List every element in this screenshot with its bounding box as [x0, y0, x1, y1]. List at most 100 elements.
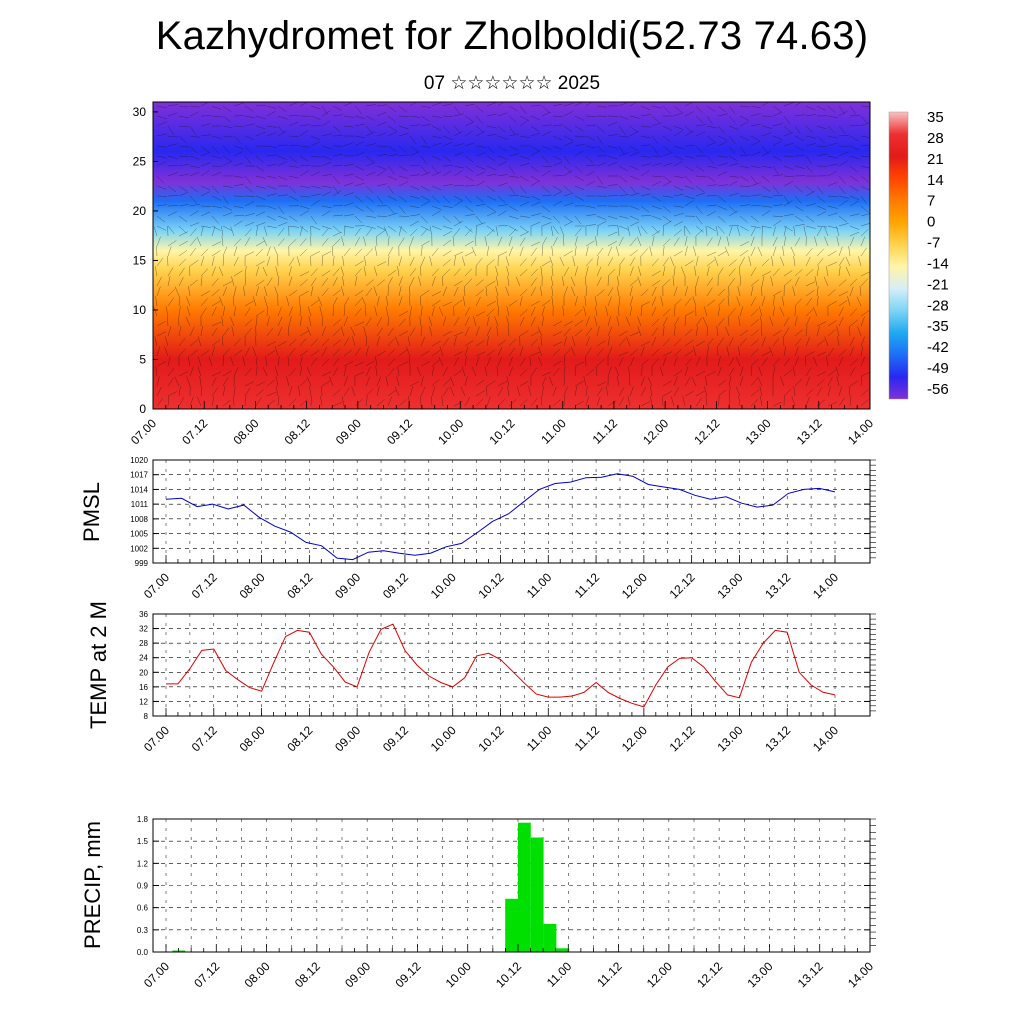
- wind-barb: [299, 248, 308, 257]
- wind-barb: [761, 271, 771, 277]
- wind-barb: [486, 396, 491, 407]
- wind-barb: [717, 236, 722, 247]
- wind-barb: [530, 257, 537, 267]
- wind-barb: [629, 296, 634, 307]
- wind-barb: [761, 351, 771, 357]
- wind-barb: [222, 185, 233, 188]
- wind-barb: [321, 120, 331, 127]
- wind-barb: [288, 316, 292, 327]
- wind-barb: [717, 195, 726, 203]
- wind-barb: [409, 145, 419, 152]
- y-tick-label: 0.3: [137, 926, 149, 935]
- wind-barb: [563, 375, 565, 387]
- wind-barb: [418, 276, 422, 287]
- wind-barb: [805, 396, 810, 407]
- x-tick-label: 12.00: [619, 570, 650, 601]
- wind-barb: [683, 225, 686, 237]
- pmsl-x-axis: 07.00 07.12 08.00 08.12 09.00 09.12 10.00 10.12…: [141, 555, 841, 601]
- wind-barb: [617, 276, 620, 287]
- wind-barb: [277, 215, 288, 220]
- x-tick-label: 09.00: [333, 416, 364, 447]
- wind-barb: [530, 306, 536, 317]
- wind-barb: [233, 135, 241, 144]
- wind-barb: [211, 321, 222, 327]
- wind-barb: [178, 276, 184, 287]
- wind-barb: [717, 366, 722, 377]
- wind-barb: [156, 245, 158, 257]
- wind-barb: [739, 215, 748, 223]
- wind-barb: [464, 278, 473, 287]
- wind-barb: [506, 306, 510, 317]
- wind-barb: [385, 296, 389, 307]
- wind-barb: [761, 225, 763, 237]
- wind-barb: [684, 328, 693, 337]
- wind-barb: [255, 105, 267, 107]
- wind-barb: [178, 115, 189, 119]
- wind-barb: [717, 162, 728, 167]
- wind-barb: [244, 275, 247, 287]
- x-tick-label: 13.00: [743, 416, 774, 447]
- wind-barb: [365, 335, 367, 347]
- wind-barb: [629, 286, 633, 297]
- wind-barb: [156, 145, 167, 148]
- wind-barb: [464, 155, 474, 163]
- wind-barb: [222, 135, 233, 138]
- wind-barb: [420, 124, 431, 127]
- wind-barb: [354, 290, 364, 297]
- wind-barb: [200, 191, 211, 197]
- wind-barb: [758, 366, 763, 377]
- wind-barb: [859, 286, 862, 297]
- wind-barb: [728, 224, 740, 227]
- wind-barb: [222, 125, 233, 129]
- wind-barb: [629, 130, 639, 137]
- wind-barb: [398, 132, 409, 137]
- precip-y-axis: 0.00.30.60.91.21.51.8: [137, 815, 876, 957]
- wind-barb: [453, 131, 463, 137]
- wind-barb: [288, 144, 299, 147]
- wind-barb: [640, 114, 651, 117]
- wind-barb: [453, 369, 463, 377]
- wind-barb: [475, 180, 485, 187]
- wind-barb: [453, 317, 460, 327]
- wind-barb: [453, 152, 464, 157]
- wind-barb: [519, 195, 530, 198]
- x-tick-label: 07.00: [141, 959, 172, 990]
- wind-barb: [189, 155, 200, 160]
- wind-barb: [750, 151, 761, 157]
- wind-barb: [761, 150, 771, 157]
- wind-barb: [431, 205, 442, 210]
- wind-barb: [640, 288, 649, 297]
- x-tick-label: 10.00: [428, 723, 459, 754]
- wind-barb: [387, 115, 396, 123]
- wind-barb: [365, 279, 374, 287]
- wind-barb: [376, 215, 388, 217]
- wind-barb: [772, 290, 782, 297]
- wind-barb: [156, 155, 167, 159]
- wind-barb: [847, 296, 851, 307]
- x-tick-label: 08.00: [242, 959, 273, 990]
- wind-barb: [233, 295, 235, 307]
- wind-barb: [409, 220, 419, 227]
- wind-barb: [684, 111, 695, 117]
- wind-barb: [343, 366, 347, 377]
- wind-barb: [365, 115, 376, 121]
- wind-barb: [816, 339, 825, 347]
- wind-barb: [387, 154, 398, 157]
- wind-barb: [442, 135, 453, 140]
- wind-barb: [200, 226, 204, 237]
- wind-barb: [673, 317, 680, 327]
- wind-barb: [365, 317, 372, 327]
- wind-barb: [750, 236, 755, 247]
- wind-barb: [398, 256, 403, 267]
- wind-barb: [530, 351, 541, 357]
- wind-barb: [530, 241, 541, 247]
- wind-barb: [398, 349, 408, 357]
- y-tick-label: 1.5: [137, 837, 149, 846]
- wind-barb: [629, 215, 640, 221]
- wind-barb: [728, 155, 738, 162]
- wind-barb: [706, 165, 717, 169]
- wind-barb: [343, 225, 354, 229]
- wind-barb: [772, 246, 777, 257]
- wind-barb: [354, 195, 364, 203]
- wind-barb: [860, 310, 870, 317]
